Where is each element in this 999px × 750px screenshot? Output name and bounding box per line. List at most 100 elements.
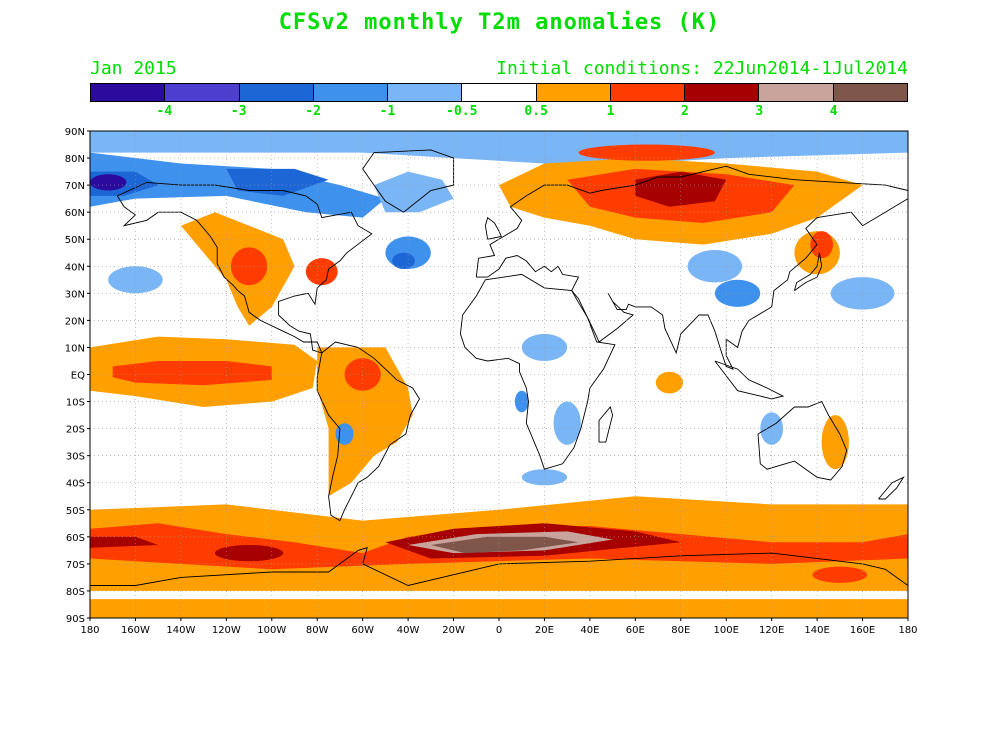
colorbar-label: 2 (680, 104, 689, 119)
coastline-greenland (362, 149, 455, 213)
lat-tick-label: 40S (66, 479, 85, 490)
colorbar-swatch-3 (313, 84, 389, 101)
lat-tick-label: 50N (65, 235, 85, 246)
us-east-warm (305, 258, 338, 286)
south-america-warm (317, 347, 413, 497)
lon-tick-label: 80E (671, 625, 690, 636)
lon-tick-label: 20W (442, 625, 465, 636)
lon-tick-label: 180 (898, 625, 917, 636)
lat-tick-label: 80N (65, 154, 85, 165)
lon-tick-label: 120W (212, 625, 241, 636)
coastline-australia (757, 401, 848, 481)
lon-tick-label: 40W (397, 625, 420, 636)
lon-tick-label: 100W (257, 625, 286, 636)
coastline-uk (484, 216, 502, 240)
china-cool (714, 279, 761, 307)
colorbar-swatch-7 (610, 84, 686, 101)
coastlines (90, 149, 908, 586)
north-atlantic-cool-core (392, 252, 415, 269)
colorbar-swatch-8 (685, 84, 760, 101)
lat-tick-label: 50S (66, 506, 85, 517)
coastline-north-america (116, 181, 373, 354)
weddell-warm-max (430, 536, 579, 554)
lon-tick-label: 40E (580, 625, 599, 636)
lat-tick-label: 40N (65, 262, 85, 273)
colorbar-swatch-0 (91, 84, 166, 101)
colorbar-label: -4 (156, 104, 173, 119)
colorbar-labels: -4 -3 -2 -1 -0.5 0.5 1 2 3 4 (90, 104, 908, 120)
lat-tick-label: 90S (66, 614, 85, 625)
barents-warm (578, 144, 715, 161)
ross-ice-warm (812, 566, 868, 583)
colorbar-label: -1 (379, 104, 396, 119)
greenland-sea-cool (374, 171, 454, 213)
colorbar-label: -3 (230, 104, 247, 119)
grid-lines (90, 131, 908, 618)
coastline-new-zealand (878, 476, 905, 500)
indian-ocean-warm (655, 371, 684, 394)
lat-tick-label: 60N (65, 208, 85, 219)
antarctic-edge-warm (90, 599, 908, 618)
lon-tick-label: 160E (850, 625, 875, 636)
coastline-antarctica (90, 547, 908, 586)
colorbar-swatch-5 (462, 84, 537, 101)
initial-conditions-label: Initial conditions: 22Jun2014-1Jul2014 (496, 58, 908, 79)
colorbar (90, 83, 908, 102)
arctic-cap-cool (90, 131, 908, 167)
ross-sea-warm (90, 536, 159, 548)
gulf-of-guinea-cool (514, 390, 529, 413)
japan-warm-core (810, 231, 834, 259)
colorbar-label: -0.5 (446, 104, 478, 119)
coastline-indonesia (714, 360, 785, 400)
page-title: CFSv2 monthly T2m anomalies (K) (278, 10, 721, 35)
rockies-warm (230, 247, 268, 286)
colorbar-swatch-10 (833, 84, 907, 101)
lat-tick-label: 60S (66, 533, 85, 544)
colorbar-label: -2 (305, 104, 321, 119)
lat-tick-label: EQ (71, 371, 85, 382)
lon-tick-label: 140W (166, 625, 195, 636)
lat-tick-label: 80S (66, 587, 85, 598)
colorbar-label: 3 (755, 104, 764, 119)
amundsen-warm-core (214, 544, 284, 562)
lat-tick-label: 30N (65, 289, 85, 300)
lat-tick-label: 10N (65, 343, 85, 354)
lat-tick-label: 70S (66, 560, 85, 571)
east-africa-cool (553, 401, 581, 445)
colorbar-label: 1 (606, 104, 615, 119)
coastline-japan (793, 252, 823, 291)
lat-tick-label: 20N (65, 316, 85, 327)
lat-tick-label: 70N (65, 181, 85, 192)
latitude-axis: 90N 80N 70N 60N 50N 40N 30N 20N 10N EQ 10S 20S 30S 40… (65, 127, 90, 625)
colorbar-swatch-1 (165, 84, 240, 101)
colorbar-swatch-6 (536, 84, 611, 101)
lon-tick-label: 80W (306, 625, 329, 636)
coastline-africa (459, 273, 616, 470)
lat-tick-label: 30S (66, 452, 85, 463)
colorbar-label: 4 (829, 104, 838, 119)
lat-tick-label: 10S (66, 398, 85, 409)
lon-tick-label: 60E (626, 625, 645, 636)
lon-tick-label: 100E (714, 625, 739, 636)
lon-tick-label: 140E (804, 625, 829, 636)
south-atlantic-cool (521, 469, 568, 486)
colorbar-label: 0.5 (524, 104, 548, 119)
coastline-madagascar (598, 406, 614, 443)
western-arctic-very-cool (90, 174, 127, 191)
siberia-warm-core (635, 171, 727, 207)
lon-tick-label: 0 (496, 625, 502, 636)
east-australia-warm (821, 415, 849, 470)
lat-tick-label: 20S (66, 425, 85, 436)
lon-tick-label: 160W (121, 625, 150, 636)
lon-tick-label: 180 (80, 625, 99, 636)
valid-month-label: Jan 2015 (90, 58, 177, 79)
longitude-axis: 180 160W 140W 120W 100W 80W 60W 40W 20W 0 20E 40E 60… (80, 618, 918, 636)
colorbar-swatch-4 (388, 84, 463, 101)
lat-tick-label: 90N (65, 127, 85, 138)
colorbar-swatch-9 (759, 84, 834, 101)
northwest-australia-cool (760, 412, 784, 445)
lon-tick-label: 20E (535, 625, 554, 636)
lon-tick-label: 120E (759, 625, 784, 636)
colorbar-swatch-2 (239, 84, 314, 101)
